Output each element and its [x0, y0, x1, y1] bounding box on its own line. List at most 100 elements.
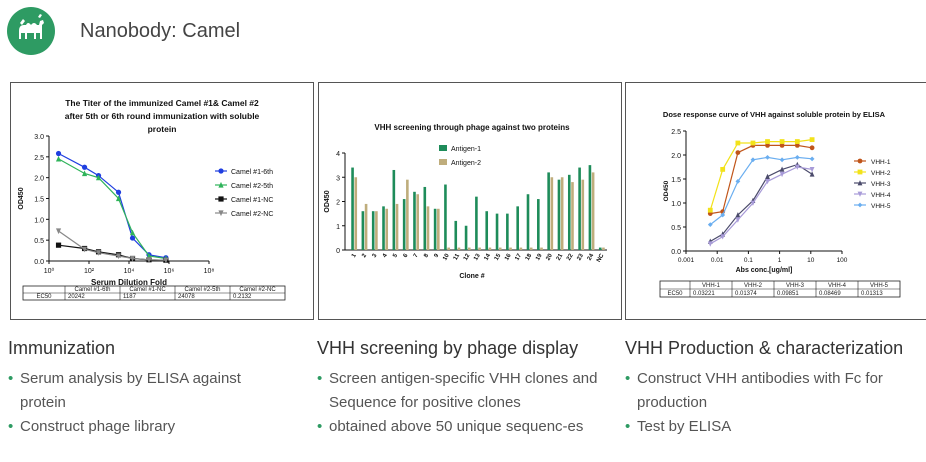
data-point — [750, 200, 756, 206]
bar — [382, 206, 385, 250]
data-point — [95, 250, 102, 256]
bullet-item: Construct phage library — [8, 415, 308, 439]
table-cell: 0.2132 — [233, 294, 252, 300]
bar — [475, 196, 478, 250]
table-header: VHH-5 — [870, 283, 889, 289]
table-header: VHH-2 — [744, 283, 763, 289]
table-header: VHH-1 — [702, 283, 721, 289]
table-header: VHH-3 — [786, 283, 805, 289]
table-cell: 0.08469 — [819, 291, 841, 297]
data-point — [779, 143, 785, 148]
data-point — [779, 157, 785, 163]
section-title: Immunization — [8, 338, 116, 358]
x-tick-label: 23 — [576, 252, 585, 261]
bar — [516, 206, 519, 250]
table-cell: 0.03221 — [693, 291, 715, 297]
bar — [519, 247, 523, 250]
x-tick-label: 12 — [463, 252, 472, 261]
bar — [495, 213, 499, 250]
legend-label: VHH-2 — [871, 170, 891, 177]
legend-label: VHH-5 — [871, 203, 891, 210]
legend-swatch — [439, 159, 447, 165]
bar — [602, 247, 605, 250]
bar — [550, 177, 554, 250]
data-point — [765, 179, 770, 185]
x-tick-label: 9 — [434, 252, 441, 258]
data-point — [750, 157, 756, 163]
data-point — [81, 246, 88, 253]
legend-label: Camel #1-NC — [231, 197, 273, 204]
bar — [588, 165, 592, 250]
data-point — [794, 164, 800, 170]
section-vhh-screening: VHH screening by phage display Screen an… — [317, 338, 617, 439]
chart-title: after 5th or 6th round immunization with… — [65, 111, 260, 121]
data-point — [779, 171, 785, 178]
camel-icon — [19, 14, 44, 39]
fit-line — [709, 139, 813, 211]
table-cell: 1187 — [123, 294, 137, 300]
data-point — [55, 242, 62, 248]
x-tick-label: 10 — [442, 252, 451, 261]
x-tick-label: 10⁴ — [124, 268, 135, 275]
bullet-item: obtained above 50 unique sequenc-es — [317, 415, 591, 439]
data-point — [129, 235, 136, 241]
x-tick-label: 4 — [382, 252, 389, 258]
bar — [560, 177, 564, 250]
bar — [426, 206, 430, 250]
bar — [547, 172, 550, 250]
data-point — [857, 169, 863, 175]
data-point — [218, 196, 224, 202]
bullet-list: Screen antigen-specific VHH clones and S… — [317, 367, 617, 439]
legend-label: VHH-3 — [871, 181, 891, 188]
x-tick-label: 18 — [525, 252, 534, 261]
legend-label: Camel #2-5th — [231, 183, 273, 190]
bar — [598, 247, 602, 250]
data-point — [750, 140, 756, 146]
bar — [526, 194, 530, 250]
x-tick-label: 10² — [84, 268, 95, 275]
y-tick-label: 1.5 — [671, 177, 681, 184]
fit-line — [709, 163, 813, 242]
table-cell: 0.01313 — [861, 291, 883, 297]
x-tick-label: 10⁶ — [164, 268, 175, 275]
legend-label: VHH-4 — [871, 192, 891, 199]
data-point — [129, 255, 136, 262]
bar — [437, 208, 440, 250]
y-tick-label: 3 — [336, 175, 340, 182]
fit-line — [709, 166, 813, 245]
x-tick-label: 6 — [403, 252, 410, 258]
legend-label: Camel #2-NC — [231, 211, 273, 218]
bar — [464, 225, 468, 250]
bar — [537, 199, 540, 250]
bar — [506, 213, 509, 250]
x-tick-label: NC — [596, 252, 606, 263]
bullet-item: Serum analysis by ELISA against protein — [8, 367, 280, 415]
y-tick-label: 0 — [336, 248, 340, 255]
bar — [488, 247, 492, 250]
x-axis-label: Abs conc.[ug/ml] — [736, 267, 793, 274]
section-immunization: Immunization Serum analysis by ELISA aga… — [8, 338, 308, 439]
y-tick-label: 2.0 — [671, 153, 681, 160]
data-point — [735, 179, 741, 184]
y-tick-label: 1.0 — [671, 201, 681, 208]
x-tick-label: 8 — [423, 252, 430, 258]
data-point — [765, 155, 770, 160]
bar — [392, 169, 396, 250]
x-tick-label: 10⁰ — [44, 267, 55, 275]
bar — [454, 220, 458, 250]
bullet-list: Serum analysis by ELISA against protein … — [8, 367, 308, 439]
data-point — [765, 139, 770, 144]
x-tick-label: 21 — [556, 252, 565, 261]
x-tick-label: 0.01 — [711, 257, 724, 264]
chart-title: VHH screening through phage against two … — [374, 123, 570, 132]
data-point — [720, 234, 726, 240]
bar — [444, 184, 447, 250]
table-header: VHH-4 — [828, 283, 847, 289]
bar — [416, 194, 419, 250]
legend-swatch — [439, 145, 447, 151]
data-point — [55, 228, 62, 235]
bar — [571, 182, 574, 250]
y-tick-label: 1.5 — [34, 197, 44, 204]
data-point — [163, 257, 169, 264]
dose-response-chart: Dose response curve of VHH against solub… — [659, 110, 901, 298]
